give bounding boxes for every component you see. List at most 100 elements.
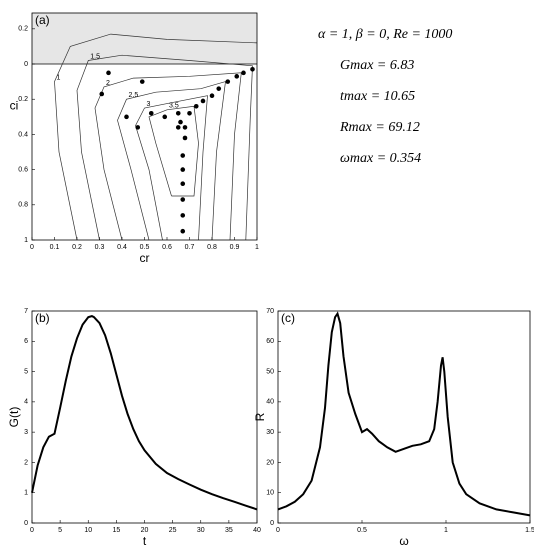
y-tick-label: 5: [24, 368, 28, 375]
y-tick-label: 10: [266, 490, 274, 497]
eigenvalue: [178, 119, 183, 125]
contour-line: [76, 54, 253, 241]
parameter-text: Rmax = 69.12: [339, 120, 420, 135]
eigenvalue: [99, 91, 105, 97]
x-tick-label: 0.3: [95, 244, 105, 251]
eigenvalue: [106, 70, 111, 76]
x-tick-label: 20: [141, 527, 149, 534]
panel-label: (c): [281, 311, 295, 325]
eigenvalue: [180, 197, 186, 202]
x-tick-label: 0.4: [117, 244, 127, 251]
y-tick-label: 1: [24, 490, 28, 497]
y-axis-label: R: [253, 412, 267, 421]
eigenvalue: [175, 125, 181, 130]
x-tick-label: 15: [112, 527, 120, 534]
eigenvalue: [209, 93, 215, 99]
contour-label: 1.5: [90, 53, 100, 60]
eigenvalue: [180, 181, 186, 186]
plot-frame: [31, 310, 258, 524]
y-tick-label: 40: [266, 399, 274, 406]
parameter-text: α = 1, β = 0, Re = 1000: [318, 27, 452, 42]
contour-line: [117, 81, 226, 241]
y-tick-label: 0: [270, 520, 274, 527]
x-tick-label: 0.1: [50, 244, 60, 251]
y-tick-label: 0.2: [18, 96, 28, 103]
y-tick-label: 0.4: [18, 131, 28, 138]
x-tick-label: 1: [255, 244, 259, 251]
eigenvalue: [180, 213, 186, 218]
parameter-text: tmax = 10.65: [340, 89, 415, 104]
eigenvalue: [216, 86, 222, 91]
x-tick-label: 0.9: [230, 244, 240, 251]
y-tick-label: 7: [24, 308, 28, 315]
x-axis-label: ω: [399, 534, 408, 548]
y-tick-label: 0.2: [18, 26, 28, 33]
eigenvalue: [180, 228, 186, 234]
x-tick-label: 1.5: [525, 527, 534, 534]
y-tick-label: 0: [24, 61, 28, 68]
contour-line: [135, 95, 208, 241]
y-tick-label: 0.6: [18, 166, 28, 173]
contour-label: 1: [57, 74, 61, 81]
eigenvalue: [225, 79, 231, 84]
y-tick-label: 60: [266, 338, 274, 345]
eigenvalue: [124, 114, 129, 120]
x-tick-label: 0.2: [72, 244, 82, 251]
curve: [277, 311, 531, 517]
curve: [31, 315, 258, 511]
x-tick-label: 0: [30, 244, 34, 251]
panel-label: (a): [35, 13, 50, 27]
y-tick-label: 0.8: [18, 202, 28, 209]
x-axis-label: cr: [140, 251, 150, 265]
eigenvalue: [175, 111, 181, 116]
x-tick-label: 0.5: [140, 244, 150, 251]
x-tick-label: 0: [276, 527, 280, 534]
x-tick-label: 0: [30, 527, 34, 534]
contour-label: 3.5: [169, 103, 179, 110]
eigenvalue: [148, 111, 154, 116]
eigenvalue: [180, 167, 186, 172]
parameter-text: Gmax = 6.83: [340, 58, 414, 73]
eigenvalue: [162, 114, 168, 120]
y-tick-label: 2: [24, 459, 28, 466]
x-tick-label: 10: [84, 527, 92, 534]
y-tick-label: 4: [24, 399, 28, 406]
eigenvalue: [180, 153, 186, 158]
panel-label: (b): [35, 311, 50, 325]
x-tick-label: 0.5: [357, 527, 367, 534]
y-tick-label: 70: [266, 308, 274, 315]
y-tick-label: 1: [24, 237, 28, 244]
x-tick-label: 1: [444, 527, 448, 534]
contour-line: [148, 105, 199, 197]
x-tick-label: 0.6: [162, 244, 172, 251]
x-tick-label: 40: [253, 527, 261, 534]
x-tick-label: 35: [225, 527, 233, 534]
x-tick-label: 0.8: [207, 244, 217, 251]
contour-label: 2: [106, 80, 110, 87]
y-tick-label: 20: [266, 459, 274, 466]
eigenvalue: [135, 125, 141, 130]
eigenvalue: [182, 125, 188, 130]
eigenvalue: [139, 79, 145, 84]
contour-line: [94, 72, 242, 241]
y-tick-label: 0: [24, 520, 28, 527]
contour-label: 2.5: [129, 92, 139, 99]
x-tick-label: 5: [58, 527, 62, 534]
unstable-region: [32, 13, 257, 65]
contour-line: [54, 33, 258, 241]
x-tick-label: 25: [169, 527, 177, 534]
contour-label: 3: [147, 101, 151, 108]
y-tick-label: 3: [24, 429, 28, 436]
y-tick-label: 6: [24, 338, 28, 345]
eigenvalue: [234, 74, 240, 79]
x-tick-label: 30: [197, 527, 205, 534]
x-axis-label: t: [143, 534, 147, 548]
parameter-text: ωmax = 0.354: [340, 151, 421, 166]
eigenvalue: [182, 135, 188, 141]
eigenvalue: [187, 111, 192, 116]
y-axis-label: G(t): [7, 407, 21, 428]
y-tick-label: 30: [266, 429, 274, 436]
eigenvalue: [193, 103, 199, 109]
y-axis-label: ci: [10, 99, 19, 113]
